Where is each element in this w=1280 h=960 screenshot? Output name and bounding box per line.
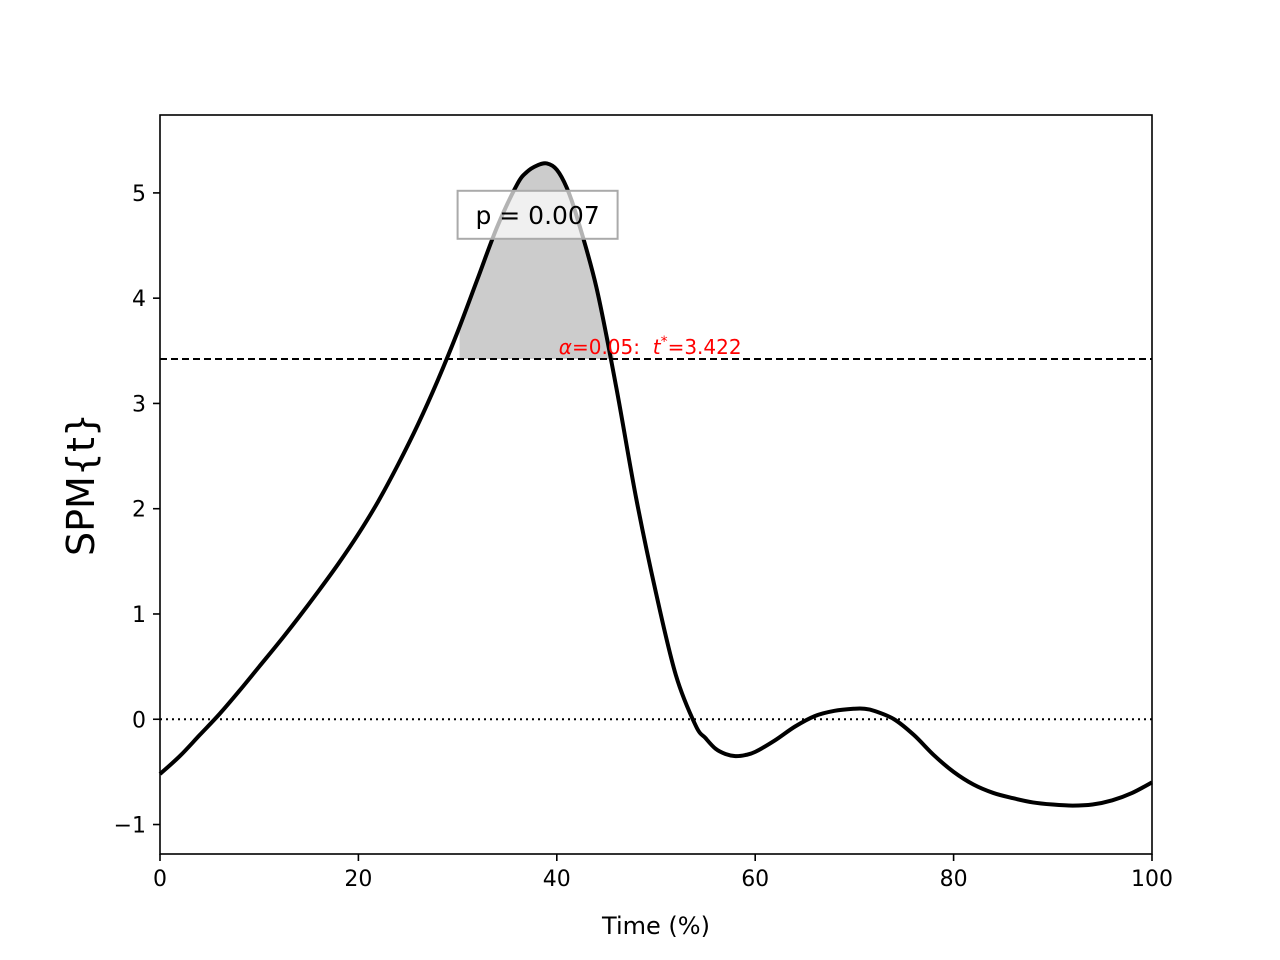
alpha-symbol: α xyxy=(559,335,572,359)
y-tick-label: 5 xyxy=(132,182,146,207)
x-tick-label: 60 xyxy=(741,867,769,892)
alpha-value: =0.05: xyxy=(572,335,653,359)
x-axis-ticks: 0 20 40 60 80 100 xyxy=(153,854,1173,892)
x-tick-label: 20 xyxy=(344,867,372,892)
y-tick-label: 4 xyxy=(132,287,146,312)
y-tick-label: 2 xyxy=(132,498,146,523)
y-tick-label: 1 xyxy=(132,603,146,628)
p-value-label: p = 0.007 xyxy=(475,201,599,230)
y-tick-label: 0 xyxy=(132,708,146,733)
t-symbol: t xyxy=(653,335,662,359)
y-tick-label: 3 xyxy=(132,392,146,417)
y-axis-ticks: −1 0 1 2 3 4 5 xyxy=(114,182,160,839)
y-tick-label: −1 xyxy=(114,814,146,839)
x-tick-label: 80 xyxy=(940,867,968,892)
t-star: * xyxy=(661,334,668,350)
x-tick-label: 100 xyxy=(1131,867,1173,892)
y-axis-label: SPM{t} xyxy=(59,413,103,556)
plot-frame xyxy=(159,114,1153,855)
x-tick-label: 40 xyxy=(543,867,571,892)
p-value-box xyxy=(456,189,619,240)
threshold-label: α=0.05: t*=3.422 xyxy=(559,334,742,359)
x-tick-label: 0 xyxy=(153,867,167,892)
t-value: =3.422 xyxy=(668,335,742,359)
cluster-fill-layer xyxy=(459,163,615,360)
spm-t-curve xyxy=(158,161,1153,808)
series-layer xyxy=(158,161,1153,808)
cluster-fill xyxy=(459,163,615,360)
reference-lines xyxy=(160,358,1152,721)
x-axis-label: Time (%) xyxy=(601,912,710,940)
